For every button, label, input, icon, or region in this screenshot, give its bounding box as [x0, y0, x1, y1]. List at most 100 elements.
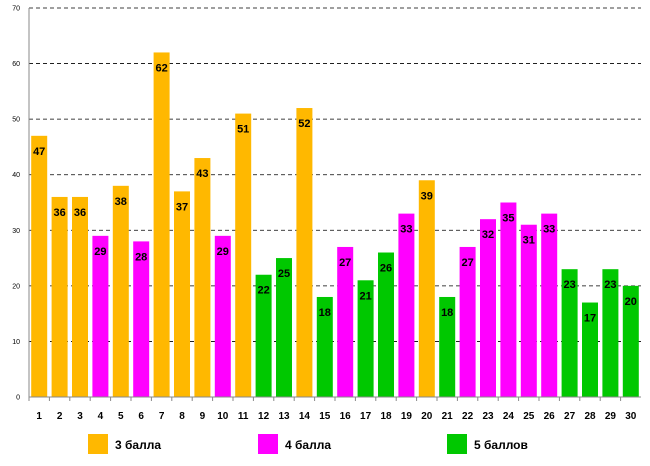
x-tick-label: 2 [57, 411, 63, 422]
bar [500, 202, 517, 397]
bar [214, 235, 231, 397]
bar [296, 108, 313, 398]
data-label: 21 [359, 290, 371, 302]
x-tick-label: 20 [421, 411, 433, 422]
x-tick-label: 18 [380, 411, 392, 422]
x-axis: 1 2 3 4 5 6 7 8 9 10 11 12 13 14 15 16 17 18 19 20 21 22 23 24 2… [28, 396, 641, 422]
gridlines [29, 7, 641, 342]
data-label: 20 [625, 296, 637, 308]
legend-swatch [447, 434, 467, 454]
x-tick-label: 6 [138, 411, 144, 422]
x-tick-label: 3 [77, 411, 83, 422]
bar [398, 213, 415, 397]
x-tick-label: 12 [258, 411, 270, 422]
bars: 47 36 36 29 38 28 62 37 43 29 51 22 25 52 18 27 21 26 33 39… [31, 52, 639, 398]
data-label: 23 [604, 279, 616, 291]
x-tick-label: 15 [319, 411, 331, 422]
x-tick-label: 16 [340, 411, 352, 422]
x-tick-label: 4 [98, 411, 104, 422]
data-label: 37 [176, 201, 188, 213]
x-tick-label: 7 [159, 411, 165, 422]
data-label: 33 [400, 224, 412, 236]
y-axis: 0 10 20 30 40 50 60 70 [12, 6, 30, 402]
y-tick-label: 70 [12, 6, 20, 13]
bar [480, 219, 496, 397]
legend-swatch [88, 434, 108, 454]
bar [92, 235, 109, 397]
y-tick-label: 0 [16, 395, 20, 402]
bar [418, 180, 435, 397]
data-label: 18 [319, 307, 331, 319]
bar [439, 296, 456, 397]
data-label: 18 [441, 307, 453, 319]
legend-label: 4 балла [285, 438, 331, 452]
x-tick-label: 21 [442, 411, 454, 422]
bar [174, 191, 190, 397]
x-tick-label: 14 [299, 411, 311, 422]
bar [582, 302, 598, 397]
y-tick-label: 10 [12, 339, 20, 346]
x-tick-label: 1 [36, 411, 42, 422]
bar [316, 296, 333, 397]
y-tick-label: 30 [12, 228, 20, 235]
legend-label: 3 балла [115, 438, 161, 452]
data-label: 36 [74, 207, 86, 219]
bar [561, 269, 578, 397]
bar [235, 113, 252, 397]
data-label: 39 [421, 190, 433, 202]
data-label: 23 [563, 279, 575, 291]
x-tick-label: 30 [625, 411, 637, 422]
bar [459, 246, 476, 397]
data-label: 35 [502, 213, 514, 225]
data-label: 52 [298, 118, 310, 130]
bar [337, 246, 354, 397]
data-label: 26 [380, 263, 392, 275]
x-tick-label: 9 [200, 411, 206, 422]
x-tick-label: 17 [360, 411, 372, 422]
bar [31, 135, 48, 398]
x-tick-label: 28 [584, 411, 596, 422]
data-label: 27 [461, 257, 473, 269]
x-tick-label: 13 [278, 411, 290, 422]
y-tick-label: 20 [12, 283, 20, 290]
legend-swatch [258, 434, 278, 454]
data-label: 17 [584, 313, 596, 325]
bar [602, 269, 619, 397]
x-tick-label: 25 [523, 411, 535, 422]
x-tick-label: 23 [482, 411, 494, 422]
bar [622, 285, 639, 397]
x-tick-label: 10 [217, 411, 229, 422]
y-tick-label: 50 [12, 117, 20, 124]
data-label: 47 [33, 146, 45, 158]
bar [357, 280, 374, 397]
data-label: 29 [217, 246, 229, 258]
data-label: 36 [53, 207, 65, 219]
bar [541, 213, 558, 397]
bar [194, 158, 211, 397]
x-tick-label: 5 [118, 411, 124, 422]
bar [378, 252, 394, 397]
data-label: 28 [135, 251, 147, 263]
x-tick-label: 24 [503, 411, 515, 422]
data-label: 43 [196, 168, 208, 180]
bar [153, 52, 170, 397]
data-label: 25 [278, 268, 290, 280]
data-label: 51 [237, 124, 249, 136]
bar [520, 224, 537, 397]
x-tick-label: 27 [564, 411, 576, 422]
x-tick-label: 22 [462, 411, 474, 422]
bar [51, 196, 68, 397]
bar [276, 258, 292, 397]
data-label: 33 [543, 224, 555, 236]
data-label: 22 [257, 285, 269, 297]
bar [255, 274, 272, 397]
data-label: 29 [94, 246, 106, 258]
x-tick-label: 19 [401, 411, 413, 422]
bar [72, 196, 88, 397]
data-label: 27 [339, 257, 351, 269]
x-tick-label: 11 [238, 411, 249, 422]
data-label: 62 [155, 62, 167, 74]
legend-label: 5 баллов [474, 438, 528, 452]
x-tick-label: 29 [605, 411, 617, 422]
